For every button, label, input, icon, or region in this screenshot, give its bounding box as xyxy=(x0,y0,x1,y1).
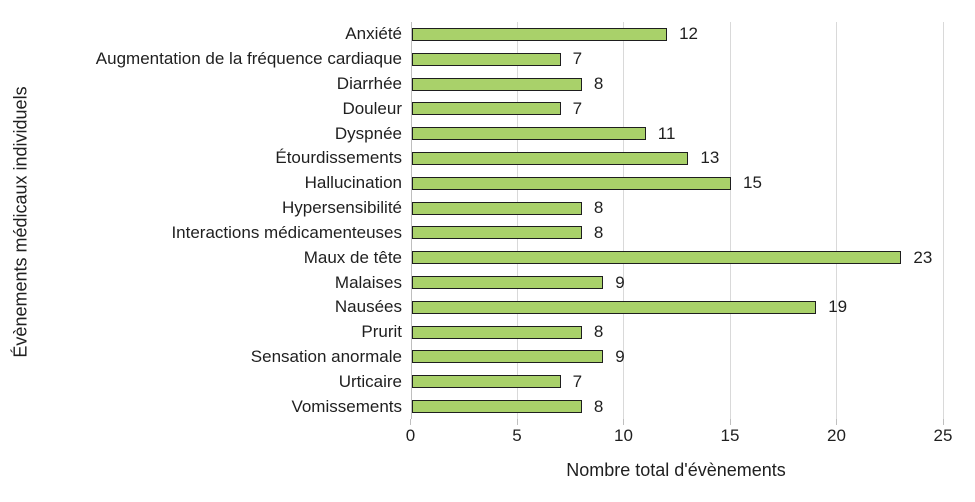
value-label: 15 xyxy=(743,173,762,193)
x-axis-tick-label: 5 xyxy=(512,426,522,445)
x-axis-tick-label: 10 xyxy=(614,426,633,445)
value-label: 19 xyxy=(828,297,848,317)
x-axis-title: Nombre total d'évènements xyxy=(566,460,786,480)
bar xyxy=(411,77,582,91)
gridline xyxy=(623,22,624,419)
x-axis-tick-label: 20 xyxy=(827,426,846,445)
category-label: Dyspnée xyxy=(334,123,402,143)
x-axis-tick-label: 25 xyxy=(933,426,953,445)
gridline xyxy=(836,22,837,419)
bar xyxy=(411,300,817,314)
x-axis-tick xyxy=(942,419,944,425)
x-axis-tick xyxy=(410,419,411,425)
category-label: Nausées xyxy=(334,297,402,317)
bar xyxy=(411,151,689,165)
category-label: Hallucination xyxy=(304,173,402,193)
x-axis-tick xyxy=(729,419,731,425)
category-label: Vomissements xyxy=(291,396,402,416)
bar xyxy=(411,400,582,414)
bar xyxy=(411,375,561,389)
bar xyxy=(411,102,561,116)
bar xyxy=(411,350,604,364)
value-label: 12 xyxy=(679,24,699,44)
x-axis-tick xyxy=(516,419,518,425)
value-label: 8 xyxy=(593,198,604,218)
value-label: 11 xyxy=(657,123,676,143)
category-label: Prurit xyxy=(361,322,402,342)
bar xyxy=(411,251,902,265)
value-label: 7 xyxy=(572,98,583,118)
x-axis-tick-label: 15 xyxy=(720,426,740,445)
bar xyxy=(411,201,582,215)
category-label: Hypersensibilité xyxy=(282,198,402,218)
value-label: 13 xyxy=(700,148,720,168)
x-axis-tick xyxy=(623,419,624,425)
category-label: Maux de tête xyxy=(303,247,402,267)
value-label: 8 xyxy=(593,222,604,242)
category-label: Anxiété xyxy=(345,24,402,44)
category-label: Augmentation de la fréquence cardiaque xyxy=(95,49,402,69)
category-label: Diarrhée xyxy=(336,74,402,94)
bar xyxy=(411,176,731,190)
category-label: Urticaire xyxy=(338,371,402,391)
category-label: Malaises xyxy=(334,272,402,292)
value-label: 7 xyxy=(572,371,583,391)
bar xyxy=(411,325,582,339)
bar xyxy=(411,226,582,240)
bar xyxy=(411,52,561,66)
value-label: 23 xyxy=(913,247,933,267)
value-label: 8 xyxy=(593,74,604,94)
gridline xyxy=(516,22,518,419)
category-label: Sensation anormale xyxy=(250,346,402,366)
value-label: 9 xyxy=(615,272,625,292)
category-label: Interactions médicamenteuses xyxy=(171,222,402,242)
bar xyxy=(411,27,668,41)
x-axis-tick xyxy=(836,419,837,425)
gridline xyxy=(942,22,944,419)
value-label: 8 xyxy=(593,322,604,342)
x-axis-tick-label: 0 xyxy=(405,426,416,445)
category-label: Étourdissements xyxy=(275,148,402,168)
value-label: 9 xyxy=(615,346,625,366)
value-label: 7 xyxy=(572,49,583,69)
y-axis-line xyxy=(410,22,412,419)
category-label: Douleur xyxy=(342,98,402,118)
value-label: 8 xyxy=(593,396,604,416)
gridline xyxy=(729,22,731,419)
bar xyxy=(411,276,604,290)
bar xyxy=(411,127,646,141)
